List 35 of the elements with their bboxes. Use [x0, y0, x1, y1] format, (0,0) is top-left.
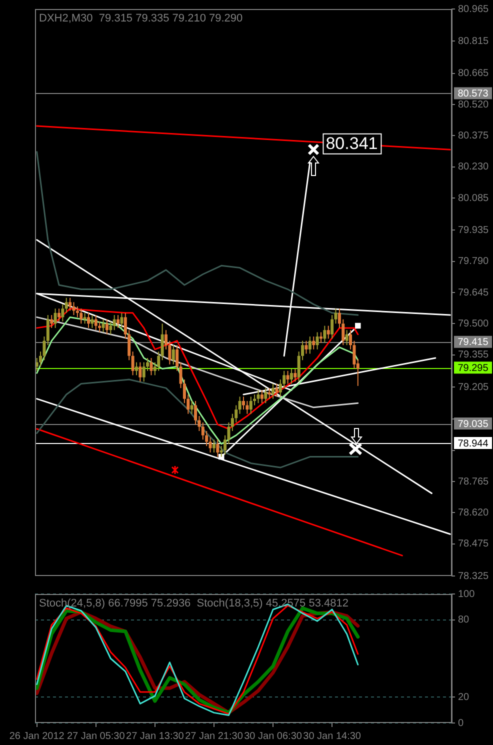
chart-title: DXH2,M30 79.315 79.335 79.210 79.290 — [39, 12, 243, 25]
y-tick-label: 80 — [458, 614, 470, 626]
y-tick-label: 79.500 — [458, 318, 490, 330]
y-tick-label: 78.765 — [458, 476, 490, 488]
y-tick-label: 79.935 — [458, 224, 490, 236]
x-tick-label: 27 Jan 21:30 — [185, 730, 244, 742]
y-tick-label: 20 — [458, 692, 470, 703]
y-tick-label: 80.815 — [458, 36, 490, 47]
y-tick-label: 79.355 — [458, 350, 490, 361]
y-tick-label: 79.205 — [458, 382, 490, 393]
x-tick-label: 30 Jan 14:30 — [303, 730, 362, 742]
chart-title: Stoch(24,5,8) 66.7995 75.2936 Stoch(18,3,5) 45.2575 53.4812 — [39, 598, 348, 610]
y-tick-label: 78.475 — [458, 538, 490, 550]
y-tick-label: 100 — [458, 588, 476, 600]
ref-line-label: 79.415 — [458, 337, 489, 348]
y-tick-label: 79.645 — [458, 287, 490, 298]
y-tick-label: 78.325 — [458, 570, 490, 582]
y-tick-label: 80.520 — [458, 99, 490, 110]
y-tick-label: 80.085 — [458, 192, 490, 204]
y-tick-label: 0 — [458, 718, 464, 729]
y-tick-label: 80.965 — [458, 4, 490, 15]
x-tick-label: 30 Jan 06:30 — [244, 730, 302, 742]
ref-line-label: 79.295 — [458, 362, 489, 374]
ref-line-label: 78.944 — [458, 438, 489, 450]
x-tick-label: 26 Jan 2012 — [9, 730, 65, 742]
y-tick-label: 80.375 — [458, 130, 490, 142]
y-tick-label: 80.665 — [458, 68, 490, 80]
ref-line-label: 80.573 — [458, 88, 489, 100]
y-tick-label: 78.620 — [458, 507, 490, 518]
x-tick-label: 27 Jan 05:30 — [66, 730, 126, 742]
x-tick-label: 27 Jan 13:30 — [126, 730, 184, 742]
annotation: 80.341 — [326, 134, 378, 154]
y-tick-label: 80.230 — [458, 162, 490, 173]
ref-line-label: 79.035 — [458, 418, 489, 430]
y-tick-label: 79.790 — [458, 256, 490, 268]
